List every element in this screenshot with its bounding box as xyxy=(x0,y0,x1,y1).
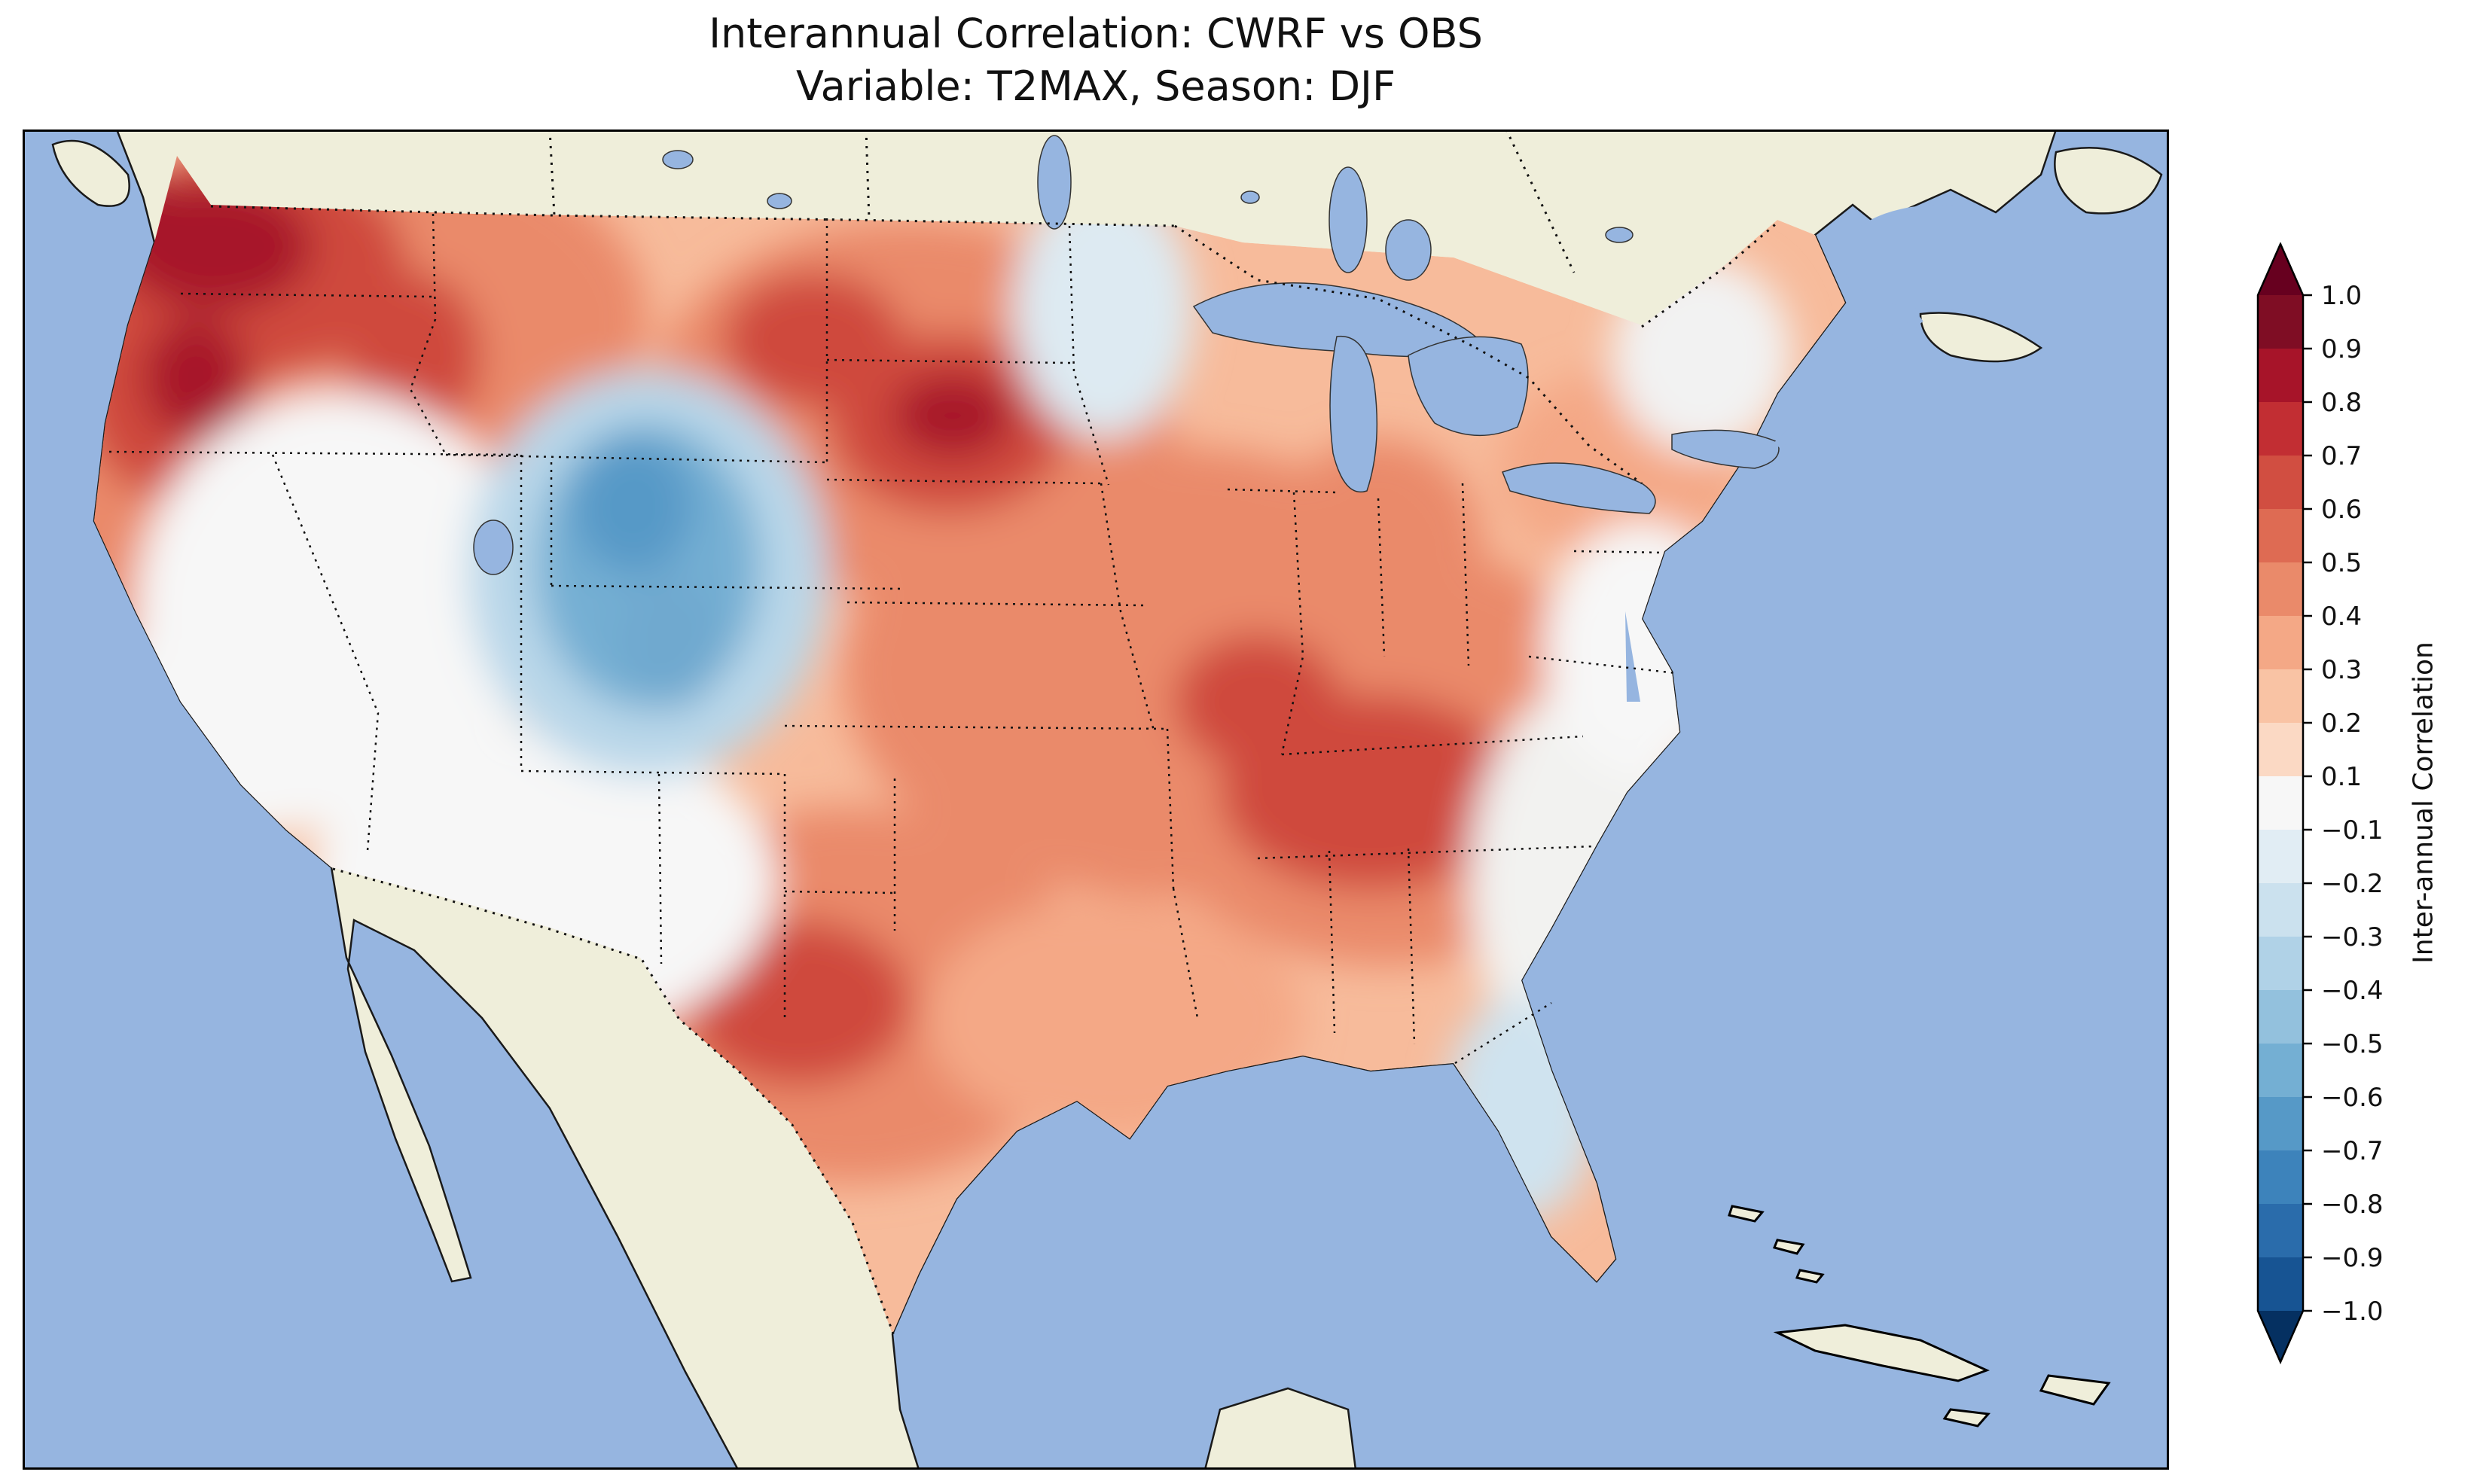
axes-frame xyxy=(23,130,2169,1470)
lake-erie xyxy=(1502,462,1656,514)
svg-text:−0.5: −0.5 xyxy=(2321,1029,2384,1059)
colorbar: 1.0 0.9 0.8 0.7 0.6 0.5 0.4 0.3 0.2 0.1 −0.1 −0.2 −0… xyxy=(2252,241,2425,1387)
svg-text:0.2: 0.2 xyxy=(2321,708,2362,739)
svg-text:1.0: 1.0 xyxy=(2321,281,2362,311)
colorbar-svg: 1.0 0.9 0.8 0.7 0.6 0.5 0.4 0.3 0.2 0.1 −0.1 −0.2 −0… xyxy=(2256,241,2384,1365)
svg-text:−0.4: −0.4 xyxy=(2321,976,2384,1006)
svg-text:−0.8: −0.8 xyxy=(2321,1190,2384,1220)
svg-text:0.1: 0.1 xyxy=(2321,762,2362,792)
svg-text:0.6: 0.6 xyxy=(2321,495,2362,525)
title-line-2: Variable: T2MAX, Season: DJF xyxy=(795,62,1396,111)
lake-winnipeg xyxy=(1037,135,1072,230)
us-canada-border xyxy=(210,205,1176,227)
svg-text:−0.7: −0.7 xyxy=(2321,1136,2384,1166)
jamaica xyxy=(1942,1408,1991,1428)
lake-ontario xyxy=(1671,429,1780,469)
vancouver-island xyxy=(51,139,130,207)
newfoundland xyxy=(2054,147,2163,215)
svg-text:−0.2: −0.2 xyxy=(2321,869,2384,899)
svg-text:0.3: 0.3 xyxy=(2321,655,2362,685)
state-borders xyxy=(108,213,1676,1065)
lake-michigan xyxy=(1329,335,1378,493)
svg-text:0.4: 0.4 xyxy=(2321,602,2362,632)
svg-text:−0.1: −0.1 xyxy=(2321,815,2384,846)
colorbar-axis-label: Inter-annual Correlation xyxy=(2408,641,2439,964)
country-borders xyxy=(210,129,1780,1336)
svg-text:0.9: 0.9 xyxy=(2321,334,2362,364)
map-axes xyxy=(23,128,2169,1471)
svg-text:−0.3: −0.3 xyxy=(2321,922,2384,952)
nova-scotia xyxy=(1919,312,2043,363)
great-salt-lake xyxy=(473,520,514,575)
title-line-1: Interannual Correlation: CWRF vs OBS xyxy=(709,10,1483,57)
cuba xyxy=(1773,1324,1990,1382)
canada-province-borders xyxy=(548,129,1576,273)
bahamas xyxy=(1728,1205,1825,1284)
svg-text:−0.6: −0.6 xyxy=(2321,1083,2384,1113)
svg-text:0.7: 0.7 xyxy=(2321,441,2362,471)
st-lawrence-river xyxy=(1774,314,1923,449)
figure-title: Interannual Correlation: CWRF vs OBS Var… xyxy=(23,8,2169,113)
svg-text:−1.0: −1.0 xyxy=(2321,1297,2384,1327)
us-correlation-map xyxy=(23,128,2169,1471)
gulf-of-st-lawrence xyxy=(1841,205,2037,310)
hispaniola xyxy=(2039,1374,2111,1406)
chesapeake-bay xyxy=(1625,611,1640,702)
svg-text:0.5: 0.5 xyxy=(2321,548,2362,578)
svg-text:0.8: 0.8 xyxy=(2321,388,2362,418)
svg-text:−0.9: −0.9 xyxy=(2321,1243,2384,1273)
